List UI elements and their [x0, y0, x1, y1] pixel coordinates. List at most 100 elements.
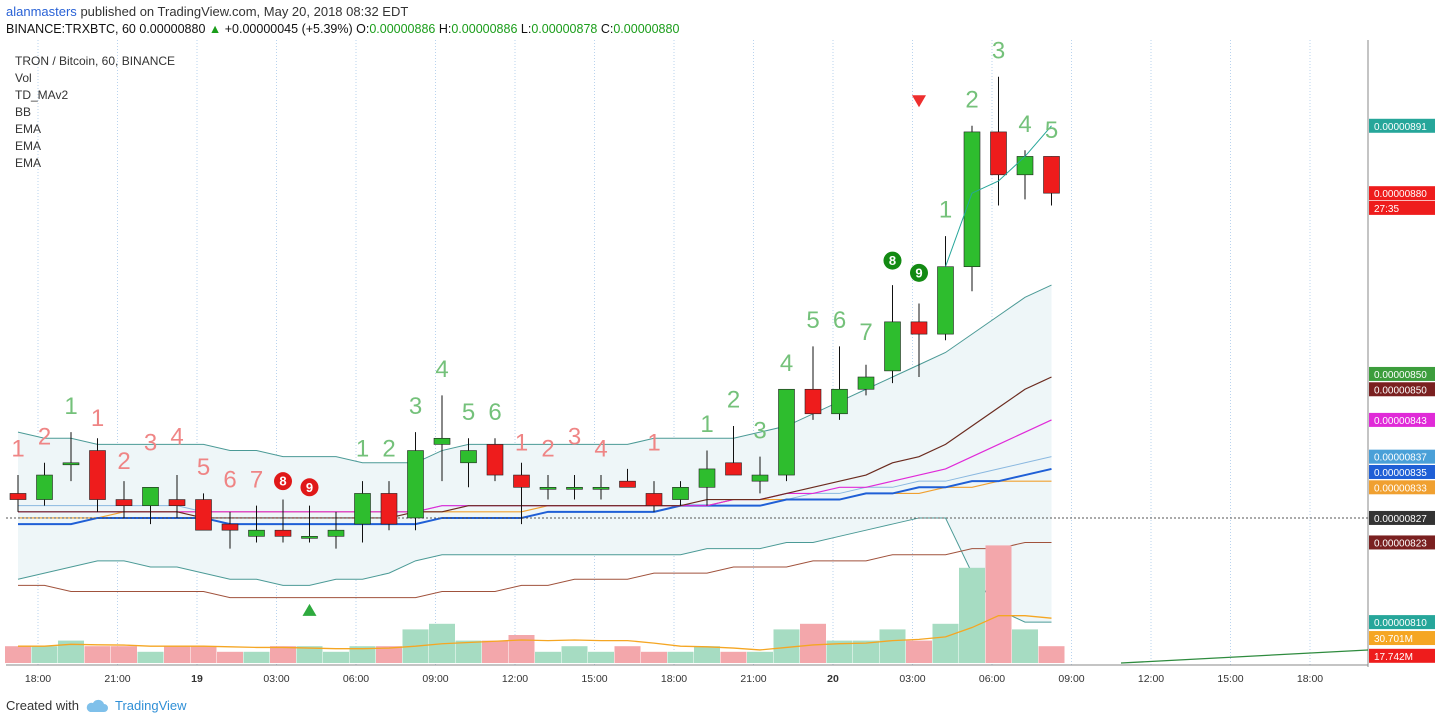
candle-body — [380, 493, 398, 525]
bb-basis-line — [18, 541, 1052, 599]
candle-body — [221, 523, 239, 531]
price-label: 0.00000850 — [1374, 370, 1427, 381]
price-label-bg — [1369, 535, 1435, 550]
volume-bar — [879, 629, 906, 663]
td-count-down: 6 — [223, 466, 236, 493]
volume-bar — [906, 640, 932, 663]
candle-body — [778, 388, 795, 476]
td-count-up: 1 — [939, 197, 952, 224]
candle-body — [910, 321, 928, 335]
volume-bar — [1038, 646, 1065, 663]
close-value: 0.00000880 — [613, 22, 680, 36]
candle-body — [884, 321, 901, 372]
publish-line: alanmasters published on TradingView.com… — [6, 4, 408, 19]
candle-body — [698, 468, 716, 488]
td-count-down: 1 — [515, 430, 528, 457]
legend-item[interactable]: EMA — [15, 122, 42, 136]
volume-bar — [667, 651, 694, 663]
x-tick-label: 15:00 — [581, 673, 607, 685]
tradingview-link[interactable]: TradingView — [114, 698, 187, 713]
price-label: 0.00000850 — [1374, 385, 1427, 396]
price-chart[interactable]: 0.000009000.000008950.000008900.00000885… — [0, 37, 1440, 690]
volume-bar — [747, 651, 773, 663]
x-tick-label: 06:00 — [343, 673, 369, 685]
price-label-bg — [1369, 464, 1435, 479]
x-tick-label: 03:00 — [899, 673, 925, 685]
candle-body — [539, 487, 557, 490]
chart-header: alanmasters published on TradingView.com… — [0, 0, 1440, 40]
td-count-up: 4 — [780, 350, 793, 377]
volume-bar — [349, 646, 376, 663]
open-label: O: — [356, 22, 370, 36]
volume-bar — [270, 646, 296, 663]
candle-body — [831, 388, 848, 415]
volume-bar — [535, 651, 561, 663]
author-link[interactable]: alanmasters — [6, 4, 77, 19]
volume-bar — [84, 646, 111, 663]
td-count-down: 3 — [568, 423, 581, 450]
volume-bar — [243, 651, 270, 663]
price-label-bg — [1369, 648, 1435, 663]
published-text: published on TradingView.com, May 20, 20… — [80, 4, 409, 19]
candle-body — [433, 437, 451, 445]
candle-body — [248, 529, 265, 537]
volume-bar — [720, 651, 747, 663]
price-label-bg — [1369, 615, 1435, 630]
legend-item[interactable]: BB — [15, 105, 32, 119]
x-tick-label: 19 — [191, 673, 203, 685]
volume-bar — [508, 635, 535, 663]
price-label: 0.00000827 — [1374, 514, 1427, 525]
td-count-down: 2 — [117, 448, 130, 475]
candle-body — [751, 474, 769, 482]
chart-area[interactable]: 0.000009000.000008950.000008900.00000885… — [0, 37, 1440, 690]
volume-bar — [959, 567, 985, 663]
td-count-up: 2 — [965, 86, 978, 113]
price-label: 27:35 — [1374, 204, 1399, 215]
price-label-bg — [1369, 510, 1435, 525]
td-count-up: 5 — [462, 399, 475, 426]
td-badge-green — [910, 263, 928, 282]
legend-item[interactable]: TD_MAv2 — [15, 88, 69, 102]
candle-body — [354, 493, 371, 525]
candle-body — [857, 376, 875, 390]
price-label: 0.00000837 — [1374, 453, 1427, 464]
td-count-up: 2 — [382, 436, 395, 463]
candle-body — [168, 499, 186, 506]
sell-arrow-icon — [912, 95, 926, 108]
candle-body — [460, 450, 477, 464]
td-count-up: 6 — [833, 307, 846, 334]
bollinger-band-fill — [18, 285, 1052, 623]
x-tick-label: 21:00 — [740, 673, 766, 685]
x-tick-label: 12:00 — [1138, 673, 1164, 685]
legend-item[interactable]: EMA — [15, 139, 42, 153]
candle-body — [62, 462, 80, 466]
x-tick-label: 09:00 — [1058, 673, 1084, 685]
footer: Created with TradingView — [0, 690, 1440, 723]
x-tick-label: 18:00 — [661, 673, 687, 685]
legend-title[interactable]: TRON / Bitcoin, 60, BINANCE — [15, 54, 176, 68]
volume-bar — [985, 545, 1012, 663]
price-label: 0.00000891 — [1374, 122, 1427, 133]
price-label: 0.00000880 — [1374, 189, 1427, 200]
volume-bar — [614, 646, 641, 663]
td-count-down: 1 — [91, 405, 104, 432]
candle-body — [1043, 156, 1060, 194]
x-tick-label: 18:00 — [1297, 673, 1323, 685]
candle-body — [990, 131, 1007, 176]
legend-item[interactable]: Vol — [15, 71, 32, 85]
td-count-up: 1 — [700, 411, 713, 438]
price-label-bg — [1369, 118, 1435, 133]
candle-body — [619, 480, 636, 488]
open-value: 0.00000886 — [369, 22, 436, 36]
created-with: Created with TradingView — [6, 698, 187, 713]
candle-body — [195, 499, 212, 531]
high-label: H: — [438, 22, 452, 36]
cloud-icon — [86, 699, 108, 712]
legend-item[interactable]: EMA — [15, 156, 42, 170]
x-tick-label: 20 — [827, 673, 839, 685]
volume-bar — [217, 651, 243, 663]
td-count-up: 1 — [64, 393, 77, 420]
td-count-up: 6 — [488, 399, 501, 426]
td-count-up: 4 — [435, 356, 448, 383]
candle-body — [327, 529, 345, 537]
